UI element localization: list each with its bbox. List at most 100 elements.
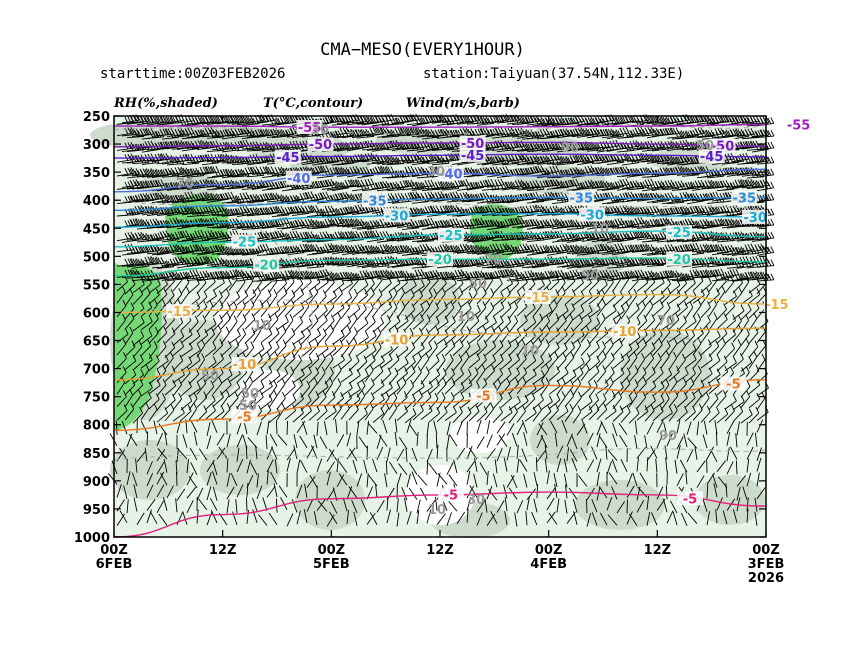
wind-barb-flag	[414, 143, 419, 151]
wind-barb	[166, 200, 184, 203]
wind-barb-flag	[467, 182, 472, 189]
wind-barb-flag	[207, 115, 212, 123]
wind-barb-flag	[287, 116, 292, 124]
wind-barb-flag	[465, 191, 470, 199]
wind-barb-flag	[332, 131, 337, 138]
wind-barb-flag	[260, 128, 265, 135]
wind-barb-flag	[199, 130, 204, 137]
wind-barb-flag	[607, 128, 612, 136]
wind-barb-flag	[684, 157, 689, 164]
wind-barb	[721, 162, 739, 165]
wind-barb	[426, 186, 444, 190]
wind-barb-flag	[184, 192, 189, 199]
wind-barb	[226, 201, 244, 204]
wind-barb-flag	[592, 167, 597, 175]
wind-barb-flag	[232, 195, 237, 202]
wind-barb-flag	[654, 141, 659, 149]
wind-barb	[586, 149, 604, 152]
wind-barb	[221, 175, 239, 179]
wind-barb-flag	[227, 128, 232, 136]
wind-barb	[241, 199, 259, 203]
wind-barb-flag	[639, 181, 644, 189]
wind-barb-flag	[742, 179, 747, 187]
wind-barb-flag	[400, 192, 405, 200]
wind-barb-flag	[574, 116, 579, 123]
wind-barb-flag	[684, 131, 689, 138]
wind-barb-flag	[585, 127, 590, 135]
wind-barb-flag	[669, 116, 674, 123]
wind-barb-flag	[457, 116, 462, 123]
wind-barb-flag	[182, 194, 187, 202]
wind-barb-flag	[159, 116, 164, 124]
wind-barb-flag	[557, 143, 562, 150]
wind-barb-flag	[334, 182, 339, 189]
wind-barb-flag	[235, 155, 240, 162]
wind-barb-flag	[652, 115, 657, 123]
wind-barb-flag	[507, 127, 512, 134]
wind-barb-flag	[684, 142, 689, 149]
wind-barb-flag	[227, 208, 232, 216]
wind-barb-flag	[177, 207, 182, 214]
wind-barb-flag	[540, 143, 545, 150]
wind-barb-flag	[394, 128, 399, 135]
wind-barb-flag	[412, 191, 417, 199]
wind-barb-flag	[417, 166, 422, 174]
wind-barb-flag	[662, 116, 667, 124]
wind-barb-flag	[202, 129, 207, 137]
wind-barb	[316, 184, 334, 189]
wind-barb-flag	[744, 179, 749, 187]
wind-barb-flag	[559, 128, 564, 136]
wind-barb	[356, 122, 374, 125]
wind-barb	[436, 148, 454, 151]
wind-barb	[696, 135, 714, 139]
wind-barb-flag	[704, 130, 709, 137]
wind-barb-flag	[507, 143, 512, 151]
wind-barb	[236, 148, 254, 152]
wind-barb-flag	[129, 128, 134, 135]
wind-barb-flag	[277, 142, 282, 149]
wind-barb-flag	[677, 166, 682, 173]
wind-barb-flag	[519, 181, 524, 188]
wind-barb-flag	[589, 181, 594, 189]
wind-barb	[526, 136, 544, 140]
wind-barb-flag	[574, 128, 579, 135]
wind-barb-flag	[350, 206, 355, 213]
wind-barb-flag	[342, 167, 347, 174]
wind-barb-flag	[267, 192, 272, 200]
wind-barb-flag	[694, 128, 699, 135]
wind-barb-flag	[269, 206, 274, 214]
wind-barb-flag	[184, 128, 189, 135]
wind-barb	[511, 134, 529, 138]
wind-barb-flag	[212, 115, 217, 123]
wind-barb-flag	[424, 180, 429, 187]
wind-barb-flag	[299, 193, 304, 200]
wind-barb-flag	[402, 115, 407, 123]
wind-barb-flag	[377, 165, 382, 173]
wind-barb	[336, 184, 354, 188]
wind-barb-flag	[410, 192, 415, 199]
wind-barb-flag	[534, 131, 539, 138]
wind-barb-flag	[197, 116, 202, 123]
wind-barb	[416, 159, 434, 164]
wind-barb-flag	[224, 180, 229, 187]
wind-barb	[371, 148, 389, 152]
wind-barb	[531, 160, 549, 165]
wind-barb	[556, 162, 574, 166]
wind-barb-flag	[589, 168, 594, 175]
wind-barb-flag	[317, 193, 322, 200]
wind-barb-flag	[162, 194, 167, 201]
wind-barb	[526, 122, 544, 126]
wind-barb-flag	[539, 128, 544, 136]
wind-barb-flag	[735, 116, 740, 124]
wind-barb-flag	[684, 194, 689, 201]
wind-barb-flag	[142, 180, 147, 188]
wind-barb-flag	[332, 115, 337, 123]
wind-barb-flag	[440, 128, 445, 136]
wind-barb	[216, 214, 234, 217]
wind-barb-flag	[140, 180, 145, 188]
wind-barb-flag	[439, 181, 444, 189]
wind-barb	[131, 148, 149, 152]
wind-barb	[221, 200, 239, 204]
wind-barb-flag	[167, 155, 172, 162]
wind-barb-flag	[479, 180, 484, 187]
